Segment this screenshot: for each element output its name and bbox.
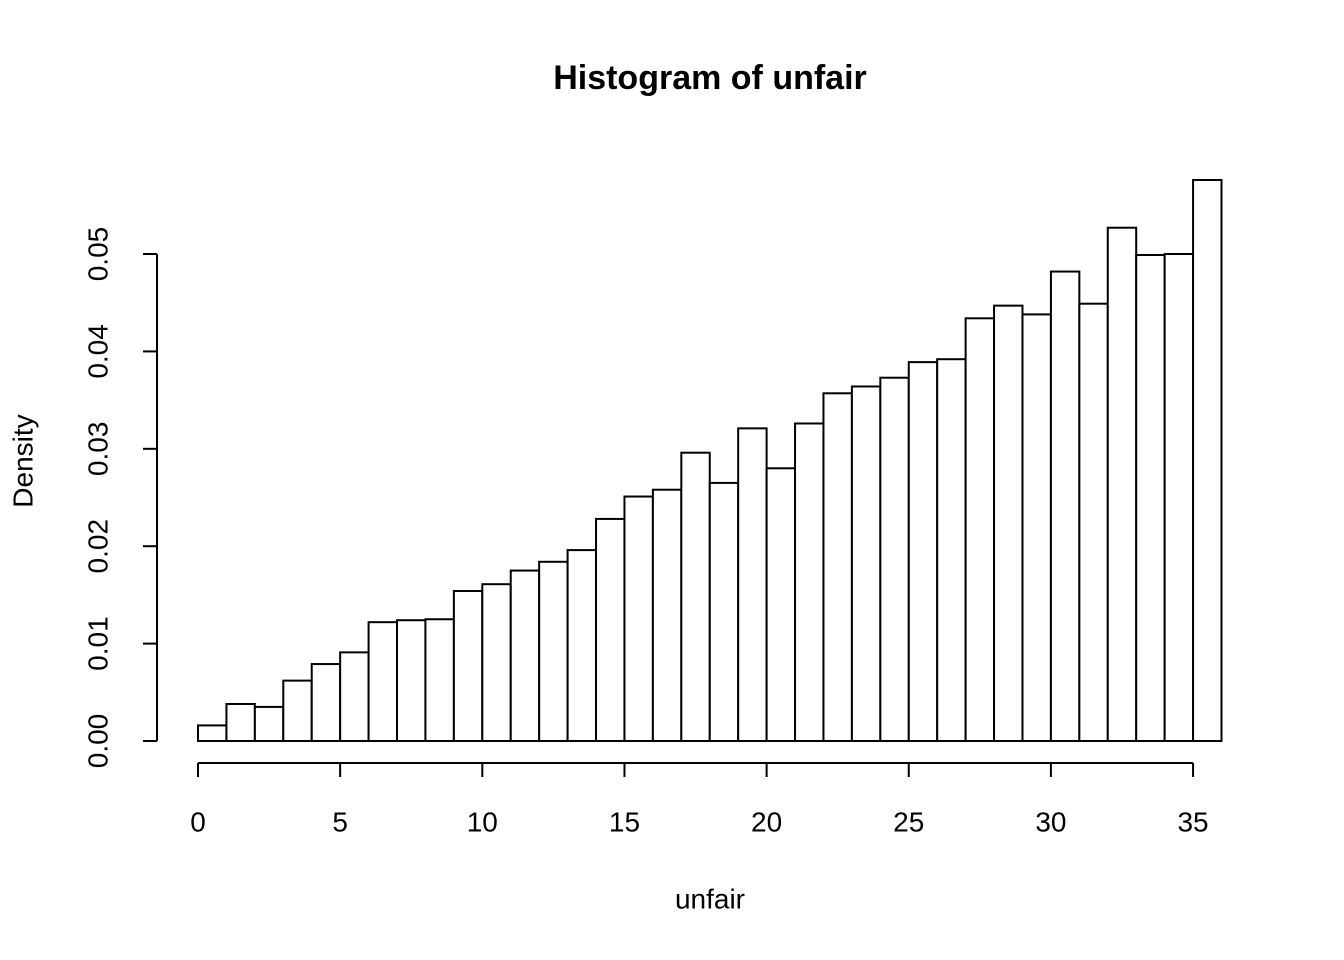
bar: [481, 583, 512, 742]
bar: [850, 385, 882, 742]
bar: [225, 702, 256, 742]
bar: [339, 651, 370, 743]
bar: [538, 560, 569, 743]
bar: [680, 451, 711, 742]
bar: [623, 495, 654, 743]
bar: [1021, 313, 1052, 742]
bar: [367, 621, 399, 742]
bar: [424, 618, 455, 742]
x-tick-label: 35: [1177, 806, 1208, 837]
y-axis-title: Density: [7, 414, 38, 507]
x-tick-label: 0: [190, 806, 206, 837]
bar: [595, 517, 626, 742]
bar: [396, 619, 427, 743]
y-tick-label: 0.04: [82, 324, 113, 379]
bar: [452, 590, 484, 743]
x-tick-label: 5: [332, 806, 348, 837]
y-tick-label: 0.03: [82, 422, 113, 477]
bar: [879, 376, 910, 742]
bar: [1163, 253, 1195, 742]
chart-title: Histogram of unfair: [553, 59, 867, 97]
bar: [765, 467, 797, 742]
y-tick-label: 0.02: [82, 519, 113, 574]
bar: [708, 481, 740, 742]
x-tick-label: 15: [609, 806, 640, 837]
bar: [822, 392, 853, 742]
bar: [310, 663, 342, 743]
y-tick-label: 0.00: [82, 714, 113, 769]
x-tick-label: 30: [1035, 806, 1066, 837]
y-tick-label: 0.05: [82, 227, 113, 281]
x-axis-title: unfair: [675, 883, 745, 914]
x-tick-label: 25: [893, 806, 924, 837]
bar: [993, 304, 1024, 742]
bar: [1078, 302, 1109, 742]
bar: [1049, 270, 1081, 742]
bar: [737, 427, 768, 742]
bar: [282, 679, 313, 742]
bar: [1106, 226, 1138, 743]
bar: [964, 317, 996, 742]
bar: [651, 488, 683, 742]
bar: [794, 422, 825, 742]
bar: [907, 361, 939, 742]
bar: [509, 569, 541, 743]
bar: [197, 724, 228, 743]
x-tick-label: 10: [467, 806, 498, 837]
bar: [1192, 179, 1223, 742]
bar: [1135, 253, 1166, 743]
bar: [936, 358, 967, 742]
x-tick-label: 20: [751, 806, 782, 837]
y-tick-label: 0.01: [82, 616, 113, 671]
bar: [566, 549, 598, 743]
bar: [253, 705, 285, 742]
